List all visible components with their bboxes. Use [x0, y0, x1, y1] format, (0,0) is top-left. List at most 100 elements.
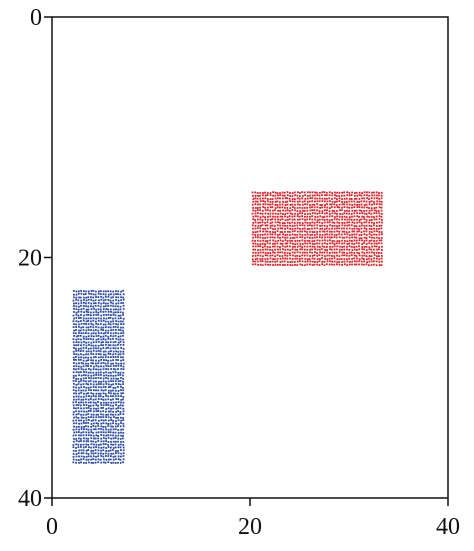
data-point — [289, 200, 292, 202]
data-point — [306, 249, 309, 251]
data-point — [105, 434, 108, 437]
data-point — [321, 251, 324, 254]
data-point — [370, 231, 373, 233]
data-point — [360, 263, 363, 266]
data-point — [303, 210, 306, 212]
data-point — [353, 263, 356, 266]
data-point — [380, 206, 383, 209]
data-point — [78, 329, 80, 332]
data-point — [278, 201, 281, 203]
data-point — [331, 221, 334, 224]
data-point — [92, 299, 95, 302]
data-point — [77, 398, 80, 401]
data-point — [72, 380, 75, 382]
data-point — [90, 350, 92, 353]
data-point — [122, 338, 125, 341]
data-point — [115, 337, 118, 340]
data-point — [326, 243, 329, 245]
data-point — [269, 194, 272, 197]
data-point — [348, 192, 351, 194]
data-point — [94, 419, 97, 422]
data-point — [363, 233, 366, 236]
data-point — [257, 264, 259, 266]
data-point — [313, 245, 316, 248]
data-point — [348, 210, 351, 212]
data-point — [85, 313, 88, 316]
data-point — [318, 197, 321, 200]
data-point — [77, 377, 80, 380]
data-point — [286, 216, 289, 218]
data-point — [380, 203, 383, 206]
data-point — [92, 356, 95, 359]
data-point — [272, 228, 274, 230]
data-point — [355, 209, 358, 212]
data-point — [360, 237, 363, 240]
data-point — [257, 203, 260, 206]
data-point — [107, 416, 110, 419]
data-point — [107, 395, 110, 398]
data-point — [100, 359, 103, 361]
data-point — [122, 365, 125, 368]
data-point — [107, 423, 110, 425]
data-point — [326, 254, 329, 257]
data-point — [358, 260, 361, 263]
data-point — [117, 404, 120, 407]
data-point — [259, 221, 261, 224]
data-point — [334, 216, 336, 219]
data-point — [353, 198, 356, 200]
data-point — [102, 422, 105, 425]
data-point — [331, 257, 333, 260]
data-point — [338, 215, 341, 218]
data-point — [85, 419, 88, 422]
data-point — [373, 224, 375, 227]
data-point — [85, 299, 88, 302]
data-point — [363, 204, 366, 206]
data-point — [284, 219, 287, 222]
data-point — [318, 212, 321, 215]
data-point — [73, 347, 75, 349]
data-point — [318, 248, 321, 251]
data-point — [276, 192, 279, 194]
data-point — [92, 398, 95, 401]
data-point — [252, 200, 255, 203]
data-point — [296, 251, 299, 254]
data-point — [122, 317, 125, 320]
data-point — [361, 257, 364, 260]
data-point — [353, 192, 356, 194]
data-point — [117, 335, 120, 338]
data-point — [112, 347, 115, 350]
data-point — [319, 251, 321, 254]
data-point — [119, 407, 122, 410]
data-point — [251, 224, 254, 227]
data-point — [338, 230, 341, 233]
data-point — [341, 248, 343, 251]
data-point — [368, 246, 371, 249]
data-point — [272, 251, 274, 254]
data-point — [112, 440, 115, 443]
data-point — [102, 311, 105, 313]
data-point — [119, 443, 122, 446]
data-point — [105, 414, 108, 416]
data-point — [83, 428, 85, 431]
data-point — [92, 392, 95, 395]
data-point — [304, 213, 306, 215]
data-point — [82, 416, 85, 419]
data-point — [107, 302, 109, 305]
data-point — [348, 251, 351, 254]
data-point — [375, 225, 378, 227]
data-point — [104, 443, 107, 445]
data-point — [316, 221, 319, 224]
data-point — [368, 242, 371, 245]
data-point — [380, 242, 383, 245]
data-point — [104, 452, 107, 455]
data-point — [286, 209, 289, 212]
data-point — [378, 206, 381, 209]
data-point — [277, 209, 280, 212]
data-point — [331, 255, 333, 257]
data-point — [105, 403, 108, 406]
data-point — [112, 365, 115, 367]
data-point — [254, 212, 257, 215]
data-point — [252, 231, 255, 234]
data-point — [105, 374, 108, 377]
data-point — [122, 356, 124, 359]
